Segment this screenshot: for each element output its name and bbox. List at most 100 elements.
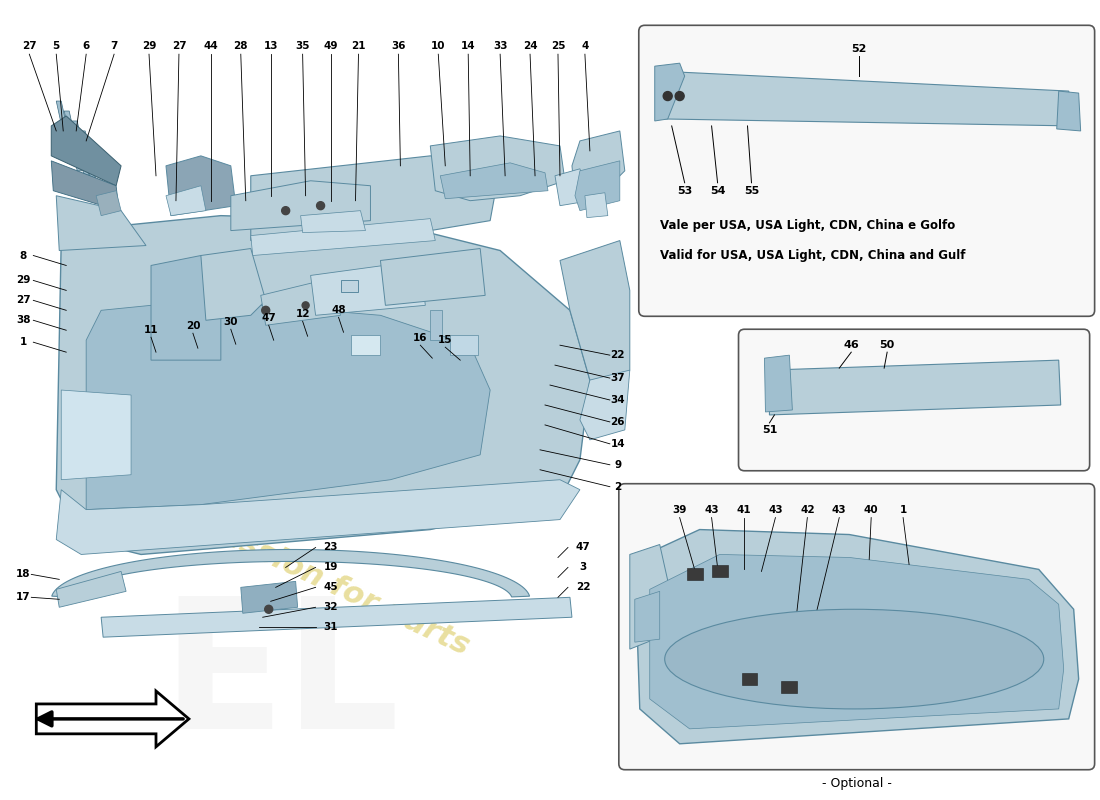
Text: 27: 27 <box>22 42 36 51</box>
Text: 54: 54 <box>710 186 725 196</box>
Text: 7: 7 <box>110 42 118 51</box>
Polygon shape <box>166 186 206 216</box>
Text: - Optional -: - Optional - <box>823 777 892 790</box>
Text: 33: 33 <box>493 42 507 51</box>
Polygon shape <box>556 169 590 206</box>
Text: 9: 9 <box>614 460 622 470</box>
Bar <box>341 281 359 292</box>
Text: 45: 45 <box>323 582 338 592</box>
Text: 49: 49 <box>323 42 338 51</box>
Polygon shape <box>56 101 74 161</box>
Bar <box>450 335 478 355</box>
Text: 10: 10 <box>431 42 446 51</box>
Polygon shape <box>151 255 221 360</box>
Polygon shape <box>166 156 235 216</box>
Bar <box>351 335 381 355</box>
Polygon shape <box>73 121 90 181</box>
Text: Valid for USA, USA Light, CDN, China and Gulf: Valid for USA, USA Light, CDN, China and… <box>660 249 965 262</box>
Text: 5: 5 <box>53 42 59 51</box>
Polygon shape <box>635 530 1079 744</box>
Polygon shape <box>36 691 189 746</box>
Circle shape <box>675 91 684 101</box>
Text: 2: 2 <box>614 482 622 492</box>
Text: 29: 29 <box>16 275 31 286</box>
Text: 51: 51 <box>762 425 777 435</box>
Text: Vale per USA, USA Light, CDN, China e Golfo: Vale per USA, USA Light, CDN, China e Go… <box>660 219 955 232</box>
Text: 50: 50 <box>880 340 894 350</box>
Polygon shape <box>201 249 266 320</box>
Polygon shape <box>56 196 146 250</box>
Text: 13: 13 <box>264 42 278 51</box>
Circle shape <box>302 302 309 309</box>
Text: 3: 3 <box>580 562 586 573</box>
Text: 26: 26 <box>610 417 625 427</box>
Polygon shape <box>769 360 1060 415</box>
Polygon shape <box>251 218 436 255</box>
Bar <box>781 681 798 693</box>
Text: 30: 30 <box>223 318 238 327</box>
Text: 8: 8 <box>20 250 28 261</box>
Text: 35: 35 <box>296 42 310 51</box>
Text: 4: 4 <box>581 42 589 51</box>
Polygon shape <box>381 249 485 306</box>
Text: 22: 22 <box>610 350 625 360</box>
Text: 12: 12 <box>296 310 310 319</box>
Text: 42: 42 <box>800 505 815 514</box>
Text: 38: 38 <box>16 315 31 326</box>
Polygon shape <box>261 278 341 326</box>
FancyBboxPatch shape <box>619 484 1094 770</box>
Text: a passion for parts: a passion for parts <box>167 498 473 661</box>
Text: 11: 11 <box>144 326 158 335</box>
Polygon shape <box>650 554 1064 729</box>
Polygon shape <box>630 545 670 649</box>
Text: 44: 44 <box>204 42 218 51</box>
Polygon shape <box>56 216 590 554</box>
Text: 17: 17 <box>16 592 31 602</box>
Text: 55: 55 <box>744 186 759 196</box>
Polygon shape <box>101 598 572 637</box>
Polygon shape <box>310 261 426 315</box>
Polygon shape <box>764 355 792 412</box>
Polygon shape <box>1057 91 1080 131</box>
Polygon shape <box>96 190 121 216</box>
Circle shape <box>265 606 273 614</box>
Polygon shape <box>56 571 126 607</box>
Text: 32: 32 <box>323 602 338 612</box>
Polygon shape <box>251 156 500 241</box>
Polygon shape <box>241 582 298 614</box>
Polygon shape <box>86 300 491 510</box>
Text: 23: 23 <box>323 542 338 553</box>
Circle shape <box>282 206 289 214</box>
Polygon shape <box>56 480 580 554</box>
Text: 14: 14 <box>610 439 625 449</box>
Text: 41: 41 <box>736 505 751 514</box>
Text: 25: 25 <box>551 42 565 51</box>
Polygon shape <box>585 193 608 218</box>
Polygon shape <box>52 550 529 597</box>
Circle shape <box>262 306 270 314</box>
Polygon shape <box>572 131 625 196</box>
Text: 1: 1 <box>900 505 906 514</box>
Text: 24: 24 <box>522 42 538 51</box>
Polygon shape <box>635 591 660 642</box>
Polygon shape <box>80 131 98 190</box>
Text: 47: 47 <box>262 314 276 323</box>
Text: 31: 31 <box>323 622 338 632</box>
Circle shape <box>663 91 672 101</box>
Polygon shape <box>62 390 131 480</box>
Text: 1: 1 <box>20 338 28 347</box>
Polygon shape <box>430 136 565 201</box>
Circle shape <box>317 202 324 210</box>
Polygon shape <box>660 71 1074 126</box>
Polygon shape <box>231 181 371 230</box>
Polygon shape <box>654 63 684 121</box>
Text: 28: 28 <box>233 42 248 51</box>
Polygon shape <box>580 370 630 440</box>
Bar <box>430 310 442 340</box>
Text: 34: 34 <box>610 395 625 405</box>
Text: 36: 36 <box>392 42 406 51</box>
Polygon shape <box>440 163 548 198</box>
Text: 29: 29 <box>142 42 156 51</box>
Text: 48: 48 <box>331 306 345 315</box>
Text: 16: 16 <box>414 334 428 343</box>
